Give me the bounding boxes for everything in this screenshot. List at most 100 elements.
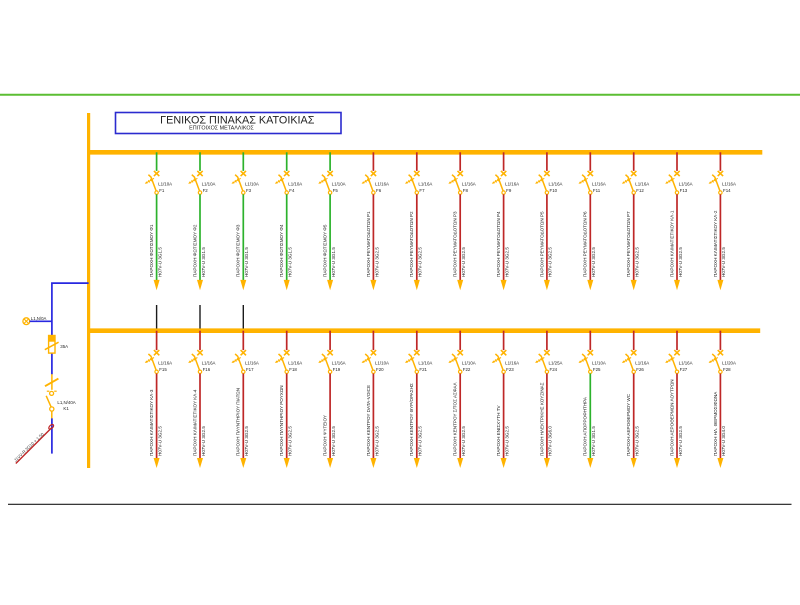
svg-text:ΠΑΡΟΧΗ ΡΕΥΜΑΤΟΔΟΤΩΝ Ρ7: ΠΑΡΟΧΗ ΡΕΥΜΑΤΟΔΟΤΩΝ Ρ7 [626, 211, 631, 277]
svg-text:L1/10A: L1/10A [462, 361, 476, 366]
svg-text:ΠΑΡΟΧΗ ΠΛΥΝΤΗΡΙΟΥ ΠΙΑΤΩΝ: ΠΑΡΟΧΗ ΠΛΥΝΤΗΡΙΟΥ ΠΙΑΤΩΝ [236, 388, 241, 456]
svg-text:35A: 35A [60, 344, 68, 349]
svg-text:F6: F6 [376, 188, 382, 193]
svg-text:L1/16A: L1/16A [722, 181, 736, 186]
svg-text:ΓΕΝΙΚΟΣ ΠΙΝΑΚΑΣ ΚΑΤΟΙΚΙΑΣ: ΓΕΝΙΚΟΣ ΠΙΝΑΚΑΣ ΚΑΤΟΙΚΙΑΣ [160, 114, 315, 126]
svg-text:L1/16A: L1/16A [462, 181, 476, 186]
svg-text:H07V-U 3G2.5: H07V-U 3G2.5 [244, 426, 249, 456]
svg-text:L1/10A: L1/10A [202, 181, 216, 186]
svg-text:L1/10A: L1/10A [245, 181, 259, 186]
svg-text:F28: F28 [723, 367, 731, 372]
svg-text:ΠΑΡΟΧΗ ΚΕΝΤΡΟΥ ΘΥΡ/ΟΡΑΣΗΣ: ΠΑΡΟΧΗ ΚΕΝΤΡΟΥ ΘΥΡ/ΟΡΑΣΗΣ [409, 383, 414, 456]
svg-text:F4: F4 [289, 188, 295, 193]
svg-text:ΠΑΡΟΧΗ ΨΥΓΕΙΟΥ: ΠΑΡΟΧΗ ΨΥΓΕΙΟΥ [322, 415, 327, 456]
svg-text:H07V-U 3G2.5: H07V-U 3G2.5 [374, 247, 379, 277]
svg-text:ΠΑΡΟΧΗ ΚΛΙΜΑΤΙΣΤΙΚΟΥ ΚΛ-3: ΠΑΡΟΧΗ ΚΛΙΜΑΤΙΣΤΙΚΟΥ ΚΛ-3 [149, 389, 154, 456]
svg-text:H07V-U 3G2.5: H07V-U 3G2.5 [504, 247, 509, 277]
svg-text:L1/10A: L1/10A [592, 361, 606, 366]
svg-text:L1,N/0A: L1,N/0A [31, 316, 47, 321]
svg-text:H07V-U 3G2.5: H07V-U 3G2.5 [504, 426, 509, 456]
svg-text:L1/16A: L1/16A [635, 181, 649, 186]
svg-text:ΠΑΡΟΧΗ ΦΩΤΙΣΜΟΥ Φ2: ΠΑΡΟΧΗ ΦΩΤΙΣΜΟΥ Φ2 [192, 224, 197, 277]
svg-text:F14: F14 [723, 188, 731, 193]
svg-text:L1/16A: L1/16A [158, 361, 172, 366]
svg-text:F7: F7 [419, 188, 425, 193]
svg-text:H07V-U 3G2.5: H07V-U 3G2.5 [461, 247, 466, 277]
svg-text:L1/16A: L1/16A [418, 181, 432, 186]
svg-text:F20: F20 [376, 367, 384, 372]
svg-text:ΠΑΡΟΧΗ ΚΕΝΤΡΟΥ Σ/ΤΟΣ ΑΣΦΑΛ: ΠΑΡΟΧΗ ΚΕΝΤΡΟΥ Σ/ΤΟΣ ΑΣΦΑΛ [453, 382, 458, 456]
svg-text:K1: K1 [63, 406, 69, 411]
svg-text:F24: F24 [550, 367, 558, 372]
svg-text:L1/16A: L1/16A [505, 181, 519, 186]
svg-text:F10: F10 [550, 188, 558, 193]
svg-text:F26: F26 [636, 367, 644, 372]
svg-text:L1/16A: L1/16A [679, 181, 693, 186]
svg-text:H07V-U 3G2.5: H07V-U 3G2.5 [678, 247, 683, 277]
svg-text:H07V-U 3G1.5: H07V-U 3G1.5 [244, 247, 249, 277]
svg-text:F19: F19 [333, 367, 341, 372]
svg-text:H07V-U 3G1.5: H07V-U 3G1.5 [331, 247, 336, 277]
svg-text:H07V-U 3G1.5: H07V-U 3G1.5 [288, 247, 293, 277]
svg-text:H07V-U 3G2.5: H07V-U 3G2.5 [721, 247, 726, 277]
svg-text:F25: F25 [593, 367, 601, 372]
svg-text:ΠΑΡΟΧΗ ΗΛΕΚΤΡΙΚΗΣ ΚΟΥΖΙΝΑΣ: ΠΑΡΟΧΗ ΗΛΕΚΤΡΙΚΗΣ ΚΟΥΖΙΝΑΣ [539, 382, 544, 456]
svg-text:ΠΑΡΟΧΗ ΦΩΤΙΣΜΟΥ Φ5: ΠΑΡΟΧΗ ΦΩΤΙΣΜΟΥ Φ5 [322, 224, 327, 277]
svg-text:H07V-U 3G2.5: H07V-U 3G2.5 [548, 247, 553, 277]
svg-text:ΠΑΡΟΧΗ ΦΩΤΙΣΜΟΥ Φ3: ΠΑΡΟΧΗ ΦΩΤΙΣΜΟΥ Φ3 [236, 224, 241, 277]
svg-text:F22: F22 [463, 367, 471, 372]
svg-text:H07V-U 3G2.5: H07V-U 3G2.5 [591, 247, 596, 277]
svg-text:H07V-U 3G2.5: H07V-U 3G2.5 [634, 247, 639, 277]
svg-text:L1/10A: L1/10A [375, 361, 389, 366]
svg-text:L1/10A: L1/10A [418, 361, 432, 366]
svg-text:ΠΑΡΟΧΗ ΡΕΥΜΑΤΟΔΟΤΩΝ Ρ1: ΠΑΡΟΧΗ ΡΕΥΜΑΤΟΔΟΤΩΝ Ρ1 [366, 211, 371, 277]
svg-text:F18: F18 [289, 367, 297, 372]
svg-text:ΠΑΡΟΧΗ ΡΕΥΜΑΤΟΔΟΤΩΝ Ρ3: ΠΑΡΟΧΗ ΡΕΥΜΑΤΟΔΟΤΩΝ Ρ3 [453, 211, 458, 277]
svg-text:L1/20A: L1/20A [722, 361, 736, 366]
svg-text:ΠΑΡΟΧΗ ΕΝΙΣΧΥΤΗ TV: ΠΑΡΟΧΗ ΕΝΙΣΧΥΤΗ TV [496, 404, 501, 456]
svg-text:H07V-U 3G6.0: H07V-U 3G6.0 [548, 426, 553, 456]
svg-text:L1/16A: L1/16A [202, 361, 216, 366]
svg-text:L1/16A: L1/16A [635, 361, 649, 366]
svg-text:L1/16A: L1/16A [549, 181, 563, 186]
svg-text:F1: F1 [159, 188, 165, 193]
svg-text:L1/16A: L1/16A [288, 361, 302, 366]
svg-text:F8: F8 [463, 188, 469, 193]
svg-text:H07V-U 3G2.5: H07V-U 3G2.5 [157, 426, 162, 456]
svg-text:L1/16A: L1/16A [375, 181, 389, 186]
svg-text:H07V-U 3G2.5: H07V-U 3G2.5 [374, 426, 379, 456]
svg-text:H07V-U 3G4.0: H07V-U 3G4.0 [721, 426, 726, 456]
svg-text:L1/10A: L1/10A [288, 181, 302, 186]
svg-text:ΠΑΡΟΧΗ ΗΛ. ΘΕΡΜΟΣΙΦΩΝΑ: ΠΑΡΟΧΗ ΗΛ. ΘΕΡΜΟΣΙΦΩΝΑ [713, 391, 718, 456]
svg-text:ΠΑΡΟΧΗ ΡΕΥΜΑΤΟΔΟΤΩΝ Ρ2: ΠΑΡΟΧΗ ΡΕΥΜΑΤΟΔΟΤΩΝ Ρ2 [409, 211, 414, 277]
svg-text:H07V-U 3G2.5: H07V-U 3G2.5 [418, 247, 423, 277]
svg-text:L1/25A: L1/25A [549, 361, 563, 366]
svg-text:L1,N/40A: L1,N/40A [57, 400, 75, 405]
svg-text:H07V-U 3G2.5: H07V-U 3G2.5 [288, 426, 293, 456]
svg-text:F11: F11 [593, 188, 601, 193]
svg-text:L1/16A: L1/16A [505, 361, 519, 366]
svg-text:L1/10A: L1/10A [158, 181, 172, 186]
svg-text:ΠΑΡΟΧΗ ΡΕΥΜΑΤΟΔΟΤΩΝ Ρ5: ΠΑΡΟΧΗ ΡΕΥΜΑΤΟΔΟΤΩΝ Ρ5 [539, 211, 544, 277]
svg-text:ΠΑΡΟΧΗ ΚΛΙΜΑΤΙΣΤΙΚΟΥ ΚΛ-1: ΠΑΡΟΧΗ ΚΛΙΜΑΤΙΣΤΙΚΟΥ ΚΛ-1 [669, 210, 674, 277]
svg-text:F27: F27 [680, 367, 688, 372]
svg-text:L1/16A: L1/16A [592, 181, 606, 186]
svg-text:H07V-U 3G2.5: H07V-U 3G2.5 [201, 426, 206, 456]
svg-text:ΠΑΡΟΧΗ ΦΩΤΙΣΜΟΥ Φ4: ΠΑΡΟΧΗ ΦΩΤΙΣΜΟΥ Φ4 [279, 224, 284, 277]
svg-text:F23: F23 [506, 367, 514, 372]
svg-text:L1/10A: L1/10A [332, 181, 346, 186]
svg-text:H07V-U 3G1.5: H07V-U 3G1.5 [591, 426, 596, 456]
svg-text:ΠΑΡΟΧΗ ΚΛΙΜΑΤΙΣΤΙΚΟΥ ΚΛ-2: ΠΑΡΟΧΗ ΚΛΙΜΑΤΙΣΤΙΚΟΥ ΚΛ-2 [713, 210, 718, 277]
svg-text:ΠΑΡΟΧΗ ΦΩΤΙΣΜΟΥ Φ1: ΠΑΡΟΧΗ ΦΩΤΙΣΜΟΥ Φ1 [149, 224, 154, 277]
svg-text:ΠΑΡΟΧΗ ΑΕΡΟΘΕΡΜΩΝ ΛΟΥΤΡΩΝ: ΠΑΡΟΧΗ ΑΕΡΟΘΕΡΜΩΝ ΛΟΥΤΡΩΝ [669, 379, 674, 456]
svg-text:ΠΑΡΟΧΗ ΑΕΡΟΘΕΡΜΟΥ WC: ΠΑΡΟΧΗ ΑΕΡΟΘΕΡΜΟΥ WC [626, 393, 631, 456]
svg-text:L1/16A: L1/16A [679, 361, 693, 366]
svg-text:F21: F21 [419, 367, 427, 372]
svg-text:H07V-U 3G2.5: H07V-U 3G2.5 [418, 426, 423, 456]
svg-text:L1/16A: L1/16A [332, 361, 346, 366]
svg-text:H07V-U 3G1.5: H07V-U 3G1.5 [157, 247, 162, 277]
svg-text:ΠΑΡΟΧΗ ΑΠΟΡΡΟΦΗΤΗΡΑ: ΠΑΡΟΧΗ ΑΠΟΡΡΟΦΗΤΗΡΑ [583, 396, 588, 456]
svg-text:L1/16A: L1/16A [245, 361, 259, 366]
svg-text:ΕΠΙΤΟΙΧΟΣ ΜΕΤΑΛΛΙΚΟΣ: ΕΠΙΤΟΙΧΟΣ ΜΕΤΑΛΛΙΚΟΣ [189, 125, 254, 131]
svg-text:F3: F3 [246, 188, 252, 193]
